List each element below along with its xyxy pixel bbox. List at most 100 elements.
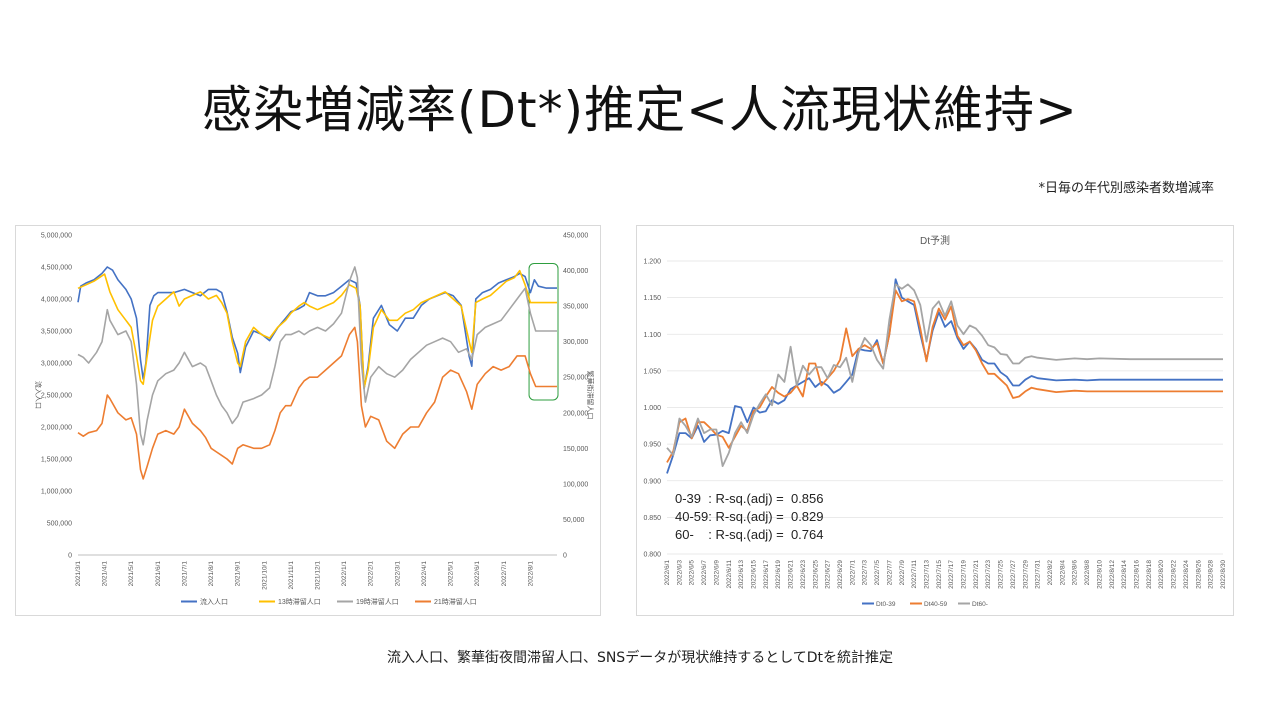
x-tick-label: 2022/7/23 bbox=[985, 560, 992, 589]
x-tick-label: 2022/6/23 bbox=[800, 560, 807, 589]
x-tick-label: 2021/5/1 bbox=[128, 561, 135, 587]
x-tick-label: 2022/7/27 bbox=[1010, 560, 1017, 589]
x-tick-label: 2021/9/1 bbox=[235, 561, 242, 587]
x-tick-label: 2022/6/9 bbox=[713, 560, 720, 586]
x-tick-label: 2022/7/7 bbox=[886, 560, 893, 586]
series-line bbox=[666, 289, 1223, 463]
x-tick-label: 2022/8/24 bbox=[1183, 560, 1190, 589]
x-tick-label: 2022/8/18 bbox=[1146, 560, 1153, 589]
x-tick-label: 2021/8/1 bbox=[208, 561, 215, 587]
series-line bbox=[77, 269, 557, 389]
x-tick-label: 2022/8/14 bbox=[1121, 560, 1128, 589]
r-squared-annotation: 60- : R-sq.(adj) = 0.764 bbox=[675, 527, 823, 542]
legend-label: 13時滞留人口 bbox=[278, 597, 321, 606]
x-tick-label: 2022/7/21 bbox=[973, 560, 980, 589]
x-tick-label: 2022/6/1 bbox=[474, 561, 481, 587]
x-tick-label: 2021/3/1 bbox=[75, 561, 82, 587]
y-tick-label: 3,000,000 bbox=[41, 361, 72, 368]
y-tick-label: 1,000,000 bbox=[41, 489, 72, 496]
x-tick-label: 2022/8/8 bbox=[1084, 560, 1091, 586]
y-tick-label: 1.050 bbox=[643, 368, 661, 375]
x-tick-label: 2021/12/1 bbox=[315, 561, 322, 590]
x-tick-label: 2022/7/19 bbox=[961, 560, 968, 589]
x-tick-label: 2022/3/1 bbox=[394, 561, 401, 587]
y2-tick-label: 400,000 bbox=[563, 268, 588, 275]
x-tick-label: 2022/1/1 bbox=[341, 561, 348, 587]
y2-axis-label: 繁華街滞留人口 bbox=[586, 371, 595, 420]
x-tick-label: 2021/6/1 bbox=[155, 561, 162, 587]
x-tick-label: 2022/2/1 bbox=[368, 561, 375, 587]
series-line bbox=[77, 326, 557, 480]
population-flow-chart-svg: 5,000,000 4,500,000 4,000,000 3,500,000 3,00… bbox=[34, 233, 595, 607]
y2-tick-label: 0 bbox=[563, 553, 567, 560]
x-tick-label: 2022/7/1 bbox=[849, 560, 856, 586]
y-tick-label: 0.950 bbox=[643, 442, 661, 449]
x-tick-label: 2022/8/20 bbox=[1158, 560, 1165, 589]
y-tick-label: 2,000,000 bbox=[41, 425, 72, 432]
x-tick-label: 2022/7/13 bbox=[923, 560, 930, 589]
chart-title: Dt予測 bbox=[920, 234, 950, 247]
y-tick-label: 1.100 bbox=[643, 332, 661, 339]
projection-highlight-box bbox=[528, 262, 559, 401]
y2-tick-label: 150,000 bbox=[563, 446, 588, 453]
y2-tick-label: 250,000 bbox=[563, 375, 588, 382]
y2-tick-label: 350,000 bbox=[563, 304, 588, 311]
legend-label: Dt0-39 bbox=[876, 601, 896, 608]
x-tick-label: 2022/7/11 bbox=[911, 560, 918, 589]
x-tick-label: 2022/6/25 bbox=[812, 560, 819, 589]
x-tick-label: 2022/7/3 bbox=[862, 560, 869, 586]
legend-label: Dt60- bbox=[972, 601, 988, 608]
slide-title: 感染増減率(Dt*)推定<人流現状維持> bbox=[202, 81, 1078, 139]
footnote: *日毎の年代別感染者数増減率 bbox=[1038, 181, 1214, 196]
x-tick-label: 2022/6/19 bbox=[775, 560, 782, 589]
slide-caption: 流入人口、繁華街夜間滞留人口、SNSデータが現状維持するとしてDtを統計推定 bbox=[386, 650, 894, 666]
x-tick-label: 2022/5/1 bbox=[448, 561, 455, 587]
x-tick-label: 2022/7/1 bbox=[501, 561, 508, 587]
r-squared-annotation: 0-39 : R-sq.(adj) = 0.856 bbox=[675, 491, 824, 506]
series-line bbox=[77, 266, 557, 446]
x-tick-label: 2022/6/15 bbox=[750, 560, 757, 589]
x-tick-label: 2022/8/28 bbox=[1208, 560, 1215, 589]
x-tick-label: 2021/10/1 bbox=[261, 561, 268, 590]
x-tick-label: 2022/8/26 bbox=[1195, 560, 1202, 589]
y2-tick-label: 50,000 bbox=[563, 517, 585, 524]
x-tick-label: 2022/8/6 bbox=[1072, 560, 1079, 586]
y-tick-label: 3,500,000 bbox=[41, 329, 72, 336]
series-line bbox=[666, 278, 1223, 474]
y2-tick-label: 200,000 bbox=[563, 410, 588, 417]
y-tick-label: 0.850 bbox=[643, 515, 661, 522]
y2-tick-label: 300,000 bbox=[563, 339, 588, 346]
y-tick-label: 0.800 bbox=[643, 552, 661, 559]
y-tick-label: 1,500,000 bbox=[41, 457, 72, 464]
x-tick-label: 2022/6/21 bbox=[788, 560, 795, 589]
x-tick-label: 2022/6/29 bbox=[837, 560, 844, 589]
x-tick-label: 2022/8/4 bbox=[1059, 560, 1066, 586]
x-tick-label: 2022/8/2 bbox=[1047, 560, 1054, 586]
y-tick-label: 5,000,000 bbox=[41, 233, 72, 240]
x-tick-label: 2022/7/31 bbox=[1035, 560, 1042, 589]
x-tick-label: 2022/6/13 bbox=[738, 560, 745, 589]
legend-label: 19時滞留人口 bbox=[356, 597, 399, 606]
x-tick-label: 2021/7/1 bbox=[181, 561, 188, 587]
x-tick-label: 2022/7/29 bbox=[1022, 560, 1029, 589]
x-tick-label: 2022/6/7 bbox=[701, 560, 708, 586]
population-flow-chart: 5,000,000 4,500,000 4,000,000 3,500,000 3,00… bbox=[15, 225, 601, 616]
x-tick-label: 2022/8/30 bbox=[1220, 560, 1227, 589]
y-axis-label: 流入人口 bbox=[34, 381, 43, 409]
y2-tick-label: 450,000 bbox=[563, 233, 588, 240]
r-squared-annotation: 40-59: R-sq.(adj) = 0.829 bbox=[675, 509, 824, 524]
y-tick-label: 0.900 bbox=[643, 478, 661, 485]
y-tick-label: 4,000,000 bbox=[41, 297, 72, 304]
series-line bbox=[666, 283, 1223, 467]
x-tick-label: 2022/7/15 bbox=[936, 560, 943, 589]
x-tick-label: 2022/4/1 bbox=[421, 561, 428, 587]
x-tick-label: 2022/6/11 bbox=[726, 560, 733, 589]
y-tick-label: 0 bbox=[68, 553, 72, 560]
y-tick-label: 1.200 bbox=[643, 259, 661, 266]
dt-forecast-chart: Dt予測 1.200 1.150 1.100 1.050 1.000 0.950 0.900 0… bbox=[636, 225, 1234, 616]
x-tick-label: 2022/6/27 bbox=[825, 560, 832, 589]
x-tick-label: 2022/7/25 bbox=[998, 560, 1005, 589]
x-tick-label: 2022/7/17 bbox=[948, 560, 955, 589]
y-tick-label: 1.000 bbox=[643, 405, 661, 412]
x-tick-label: 2021/11/1 bbox=[288, 561, 295, 590]
